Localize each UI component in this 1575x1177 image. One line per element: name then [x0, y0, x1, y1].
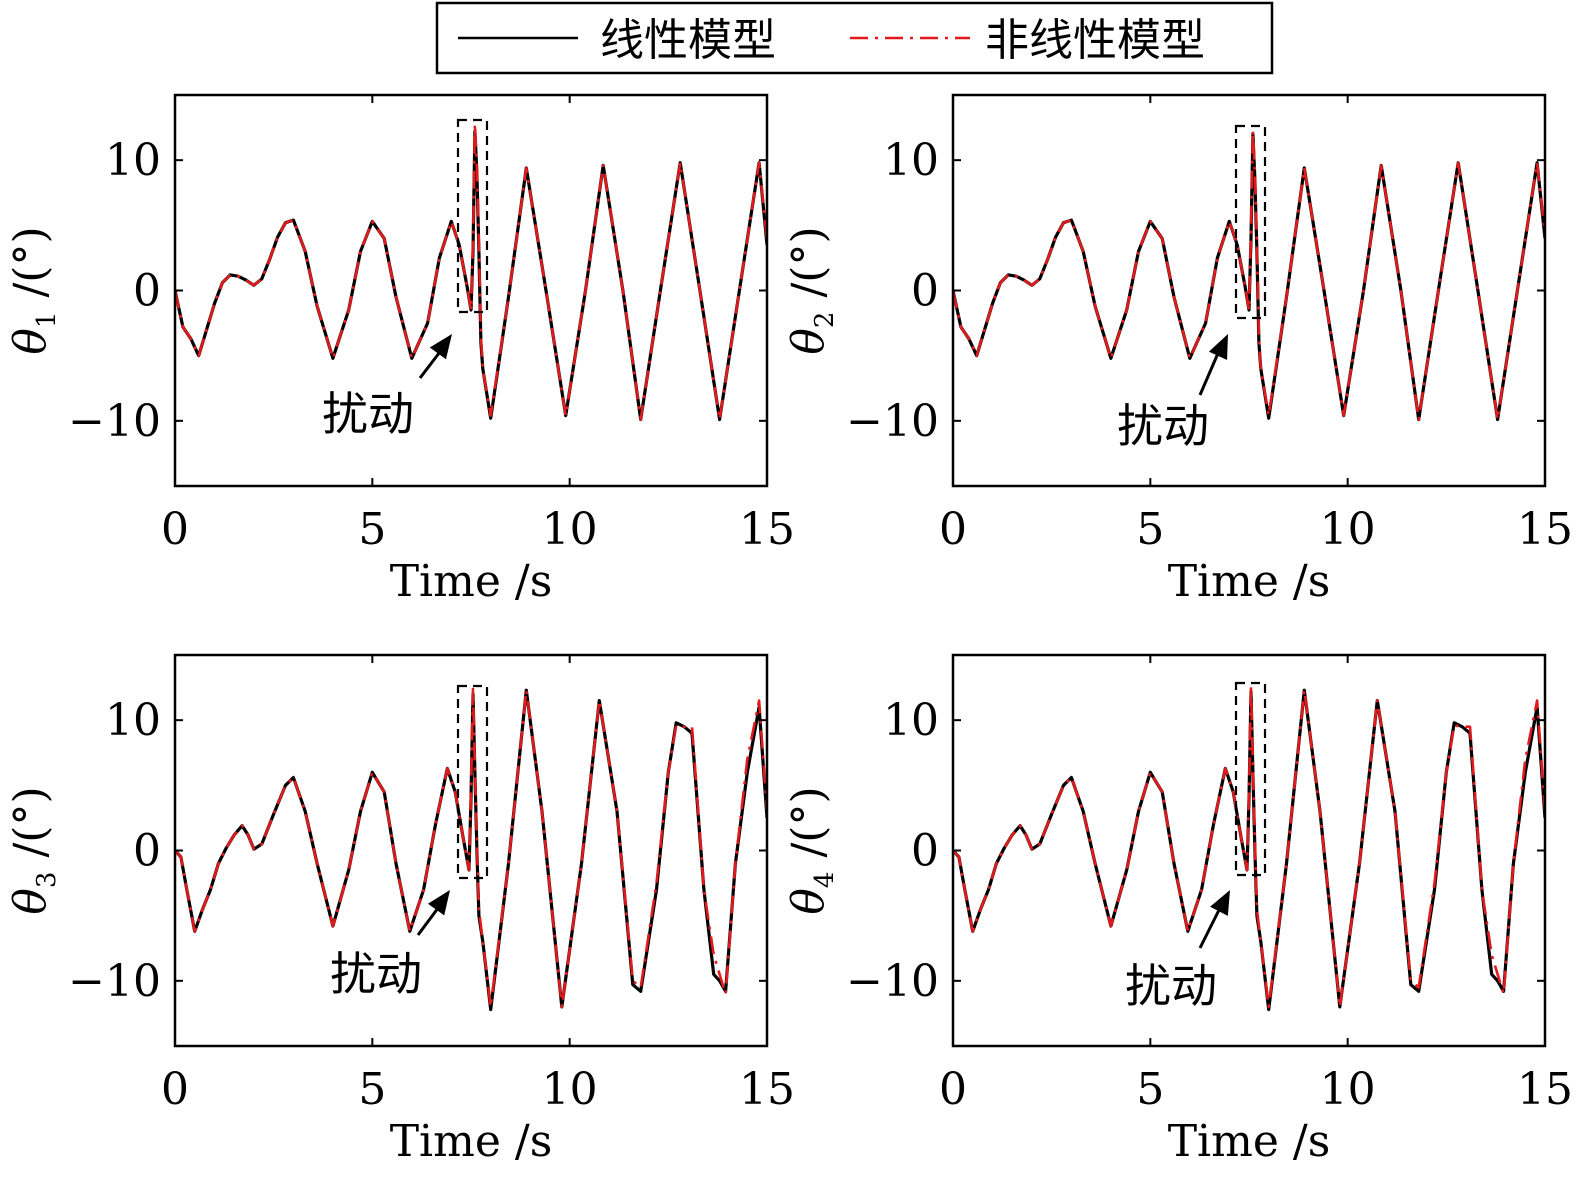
- disturbance-label: 扰动: [1117, 399, 1209, 453]
- x-tick-label: 15: [739, 1064, 795, 1115]
- disturbance-arrowhead: [1210, 890, 1230, 916]
- series-line-linear: [175, 129, 767, 422]
- y-axis-unit: /(°): [783, 786, 834, 857]
- disturbance-arrowhead: [429, 334, 452, 360]
- x-tick-label: 15: [739, 504, 795, 555]
- y-tick-label: −10: [846, 956, 939, 1007]
- x-tick-label: 0: [939, 504, 967, 555]
- x-tick-label: 5: [1136, 1064, 1164, 1115]
- x-tick-label: 5: [358, 1064, 386, 1115]
- y-tick-label: 10: [883, 695, 939, 746]
- disturbance-box: [1234, 681, 1267, 877]
- y-axis-symbol: θ: [783, 888, 834, 915]
- y-axis-subscript: 3: [32, 872, 62, 889]
- y-axis-subscript: 1: [32, 312, 62, 329]
- x-tick-label: 10: [1320, 504, 1376, 555]
- legend-linear-label: 线性模型: [600, 15, 776, 66]
- disturbance-arrowhead: [427, 890, 450, 916]
- y-tick-label: 0: [911, 266, 939, 317]
- x-axis-label: Time /s: [1168, 556, 1331, 607]
- y-tick-label: 0: [133, 826, 161, 877]
- series-line-nonlinear: [175, 687, 767, 1009]
- x-tick-label: 15: [1517, 1064, 1573, 1115]
- disturbance-box: [1234, 124, 1267, 320]
- x-axis-label: Time /s: [1168, 1116, 1331, 1167]
- y-tick-label: 0: [133, 266, 161, 317]
- x-tick-label: 10: [542, 504, 598, 555]
- y-axis-symbol: θ: [783, 328, 834, 355]
- disturbance-box: [456, 118, 489, 314]
- disturbance-box: [456, 684, 489, 880]
- disturbance-label: 扰动: [1125, 959, 1217, 1013]
- y-tick-label: 10: [883, 135, 939, 186]
- legend-nonlinear-label: 非线性模型: [985, 15, 1205, 66]
- y-axis-unit: /(°): [5, 786, 56, 857]
- y-tick-label: 10: [105, 135, 161, 186]
- legend: 线性模型 非线性模型: [435, 1, 1274, 75]
- x-axis-label: Time /s: [390, 556, 553, 607]
- x-tick-label: 10: [1320, 1064, 1376, 1115]
- y-axis-subscript: 2: [810, 312, 840, 329]
- x-tick-label: 10: [542, 1064, 598, 1115]
- y-axis-unit: /(°): [783, 226, 834, 297]
- disturbance-arrowhead: [1208, 334, 1228, 360]
- y-tick-label: 10: [105, 695, 161, 746]
- x-tick-label: 5: [358, 504, 386, 555]
- x-tick-label: 5: [1136, 504, 1164, 555]
- x-tick-label: 0: [161, 1064, 189, 1115]
- y-axis-subscript: 4: [810, 872, 840, 889]
- y-tick-label: −10: [68, 396, 161, 447]
- y-axis-label: θ3 /(°): [5, 786, 62, 914]
- series-line-linear: [953, 132, 1545, 422]
- disturbance-label: 扰动: [330, 947, 422, 1001]
- y-axis-symbol: θ: [5, 888, 56, 915]
- x-tick-label: 0: [939, 1064, 967, 1115]
- x-tick-label: 15: [1517, 504, 1573, 555]
- disturbance-label: 扰动: [322, 387, 414, 441]
- y-axis-label: θ1 /(°): [5, 226, 62, 354]
- x-tick-label: 0: [161, 504, 189, 555]
- series-line-nonlinear: [953, 684, 1545, 1009]
- y-tick-label: −10: [846, 396, 939, 447]
- y-axis-label: θ2 /(°): [783, 226, 840, 354]
- y-axis-unit: /(°): [5, 226, 56, 297]
- x-axis-label: Time /s: [390, 1116, 553, 1167]
- y-axis-symbol: θ: [5, 328, 56, 355]
- y-tick-label: −10: [68, 956, 161, 1007]
- y-tick-label: 0: [911, 826, 939, 877]
- y-axis-label: θ4 /(°): [783, 786, 840, 914]
